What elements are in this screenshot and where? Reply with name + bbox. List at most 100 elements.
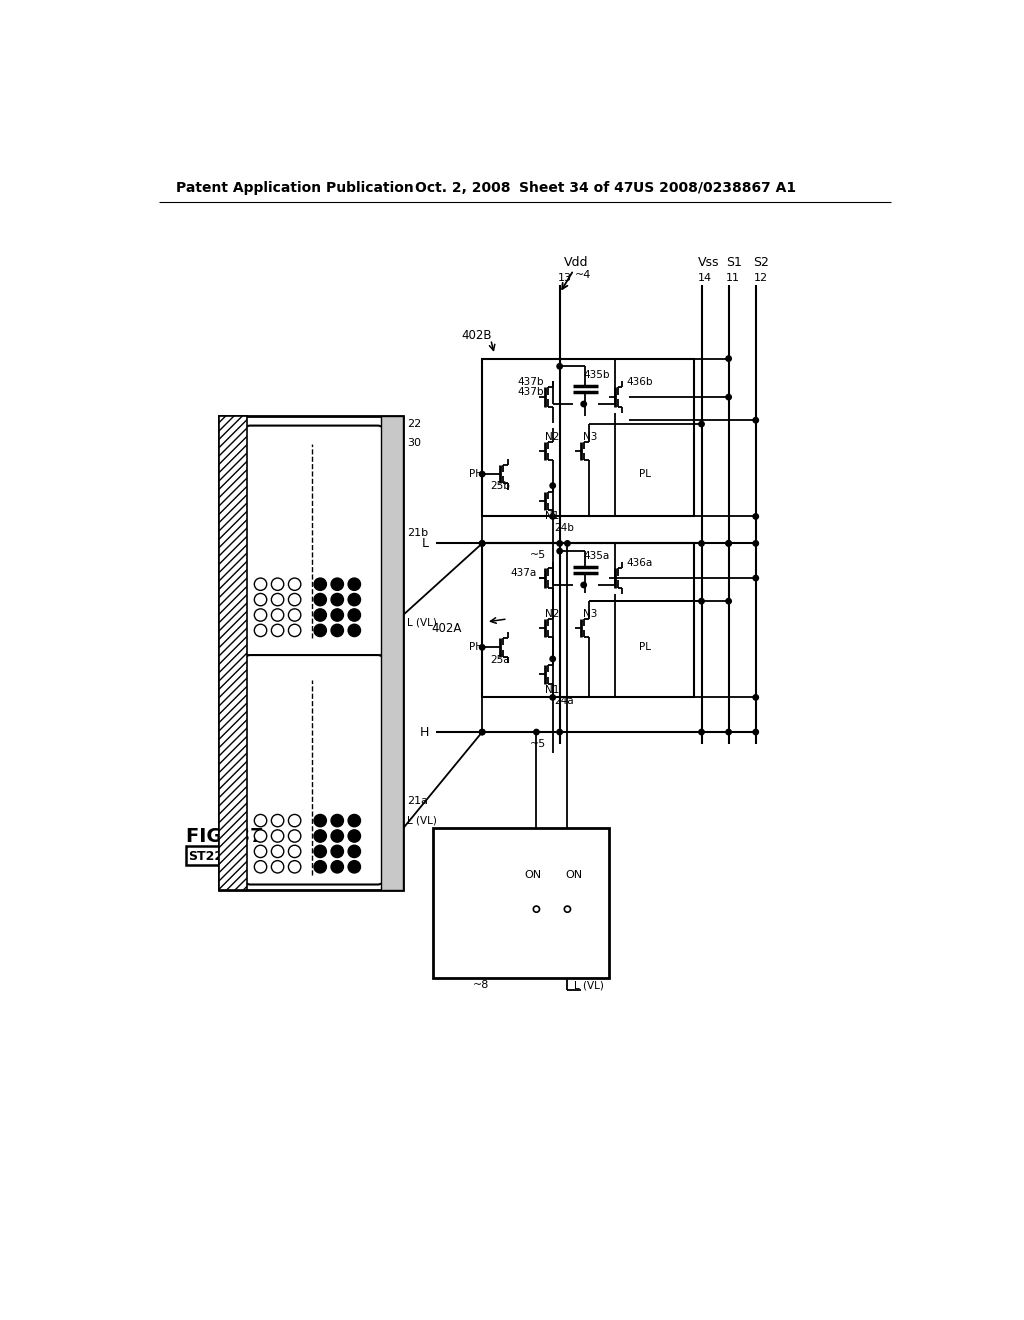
Text: Sheet 34 of 47: Sheet 34 of 47 [519,181,634,194]
Circle shape [550,656,555,661]
Circle shape [271,594,284,606]
Circle shape [348,861,360,873]
Text: 437b: 437b [518,388,545,397]
Text: 24b: 24b [554,523,574,533]
Text: 13: 13 [558,273,572,282]
Text: ON: ON [524,870,542,879]
Text: L (VL): L (VL) [407,816,437,825]
Text: 21b: 21b [407,528,428,539]
Circle shape [314,609,327,622]
Text: S1: S1 [726,256,742,269]
Circle shape [726,541,731,546]
Circle shape [726,730,731,735]
Circle shape [557,548,562,554]
Circle shape [557,541,562,546]
Circle shape [314,830,327,842]
Circle shape [698,421,705,426]
Text: Vdd: Vdd [563,256,588,269]
Circle shape [479,541,485,546]
Circle shape [314,624,327,636]
Circle shape [557,363,562,370]
Circle shape [254,814,266,826]
Text: L: L [422,537,429,550]
Circle shape [348,609,360,622]
Circle shape [479,541,485,546]
Circle shape [726,356,731,362]
Text: 14: 14 [697,273,712,282]
Circle shape [289,814,301,826]
Circle shape [331,624,343,636]
Circle shape [314,814,327,826]
Circle shape [289,594,301,606]
Circle shape [348,845,360,858]
Text: Vss: Vss [697,256,719,269]
Text: 12: 12 [754,273,768,282]
Text: 22: 22 [407,418,421,429]
Circle shape [479,730,485,735]
Text: 436b: 436b [627,376,653,387]
Text: L (VL): L (VL) [407,618,437,628]
Text: 436a: 436a [627,557,652,568]
Bar [381,416,403,890]
Circle shape [254,624,266,636]
Circle shape [314,845,327,858]
Text: 437a: 437a [510,569,537,578]
Text: 21a: 21a [407,796,428,805]
Circle shape [753,541,759,546]
Circle shape [726,395,731,400]
FancyBboxPatch shape [245,655,384,884]
Text: 435b: 435b [584,370,610,380]
Circle shape [564,906,570,912]
Text: N1: N1 [545,685,559,694]
Circle shape [331,594,343,606]
Bar [482,544,693,697]
Circle shape [271,578,284,590]
Circle shape [534,906,540,912]
Circle shape [271,830,284,842]
Circle shape [348,578,360,590]
Circle shape [581,401,587,407]
Circle shape [331,830,343,842]
Circle shape [331,845,343,858]
Circle shape [698,541,705,546]
Text: ON: ON [566,870,583,879]
Circle shape [753,576,759,581]
Circle shape [314,594,327,606]
Text: US 2008/0238867 A1: US 2008/0238867 A1 [633,181,797,194]
Circle shape [254,578,266,590]
Circle shape [550,513,555,519]
Text: N2: N2 [545,610,559,619]
Circle shape [348,624,360,636]
Circle shape [254,845,266,858]
Circle shape [348,594,360,606]
Text: H: H [419,726,429,739]
Text: PH: PH [469,643,483,652]
Circle shape [314,578,327,590]
Circle shape [753,694,759,700]
Circle shape [557,730,562,735]
Text: PL: PL [640,469,651,479]
Circle shape [331,814,343,826]
Bar [219,416,403,890]
Text: FIG. 37: FIG. 37 [186,826,264,846]
FancyBboxPatch shape [245,425,384,656]
Circle shape [289,830,301,842]
Circle shape [698,598,705,603]
Circle shape [289,861,301,873]
Circle shape [348,814,360,826]
Circle shape [479,471,485,477]
Text: 25a: 25a [490,656,510,665]
Circle shape [726,541,731,546]
Circle shape [726,598,731,603]
Text: ~8: ~8 [473,981,489,990]
Circle shape [254,594,266,606]
Text: N1: N1 [545,511,559,521]
Circle shape [753,730,759,735]
Circle shape [331,578,343,590]
Text: PH: PH [469,469,483,479]
Circle shape [534,730,540,735]
Circle shape [314,861,327,873]
Circle shape [564,541,570,546]
Text: 24a: 24a [554,696,573,706]
Circle shape [479,644,485,649]
